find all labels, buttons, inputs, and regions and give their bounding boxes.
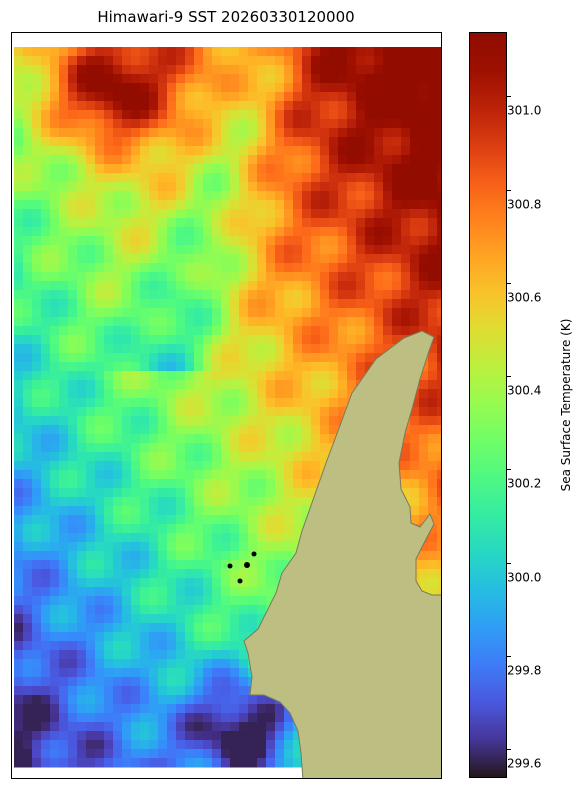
colorbar-tick: 299.6 — [507, 742, 547, 771]
colorbar-tick: 300.4 — [507, 369, 547, 398]
land-mass — [243, 330, 441, 778]
station-marker — [251, 551, 257, 557]
colorbar-ticks: 299.6 299.8 300.0 300.2 300.4 300.6 300.8 301.0 — [507, 32, 547, 778]
colorbar-tick: 299.8 — [507, 649, 547, 677]
sst-field — [14, 47, 441, 768]
sst-map-canvas — [14, 47, 441, 778]
sst-map — [11, 32, 442, 779]
colorbar — [469, 32, 507, 778]
station-marker — [237, 578, 243, 584]
station-marker — [244, 562, 250, 568]
colorbar-tick: 300.0 — [507, 556, 547, 584]
station-marker — [227, 563, 233, 569]
colorbar-tick: 301.0 — [507, 89, 547, 118]
colorbar-tick: 300.2 — [507, 462, 547, 491]
colorbar-tick: 300.6 — [507, 276, 547, 304]
colorbar-tick: 300.8 — [507, 183, 547, 211]
map-title: Himawari-9 SST 20260330120000 — [97, 8, 355, 26]
colorbar-label: Sea Surface Temperature (K) — [559, 318, 573, 492]
